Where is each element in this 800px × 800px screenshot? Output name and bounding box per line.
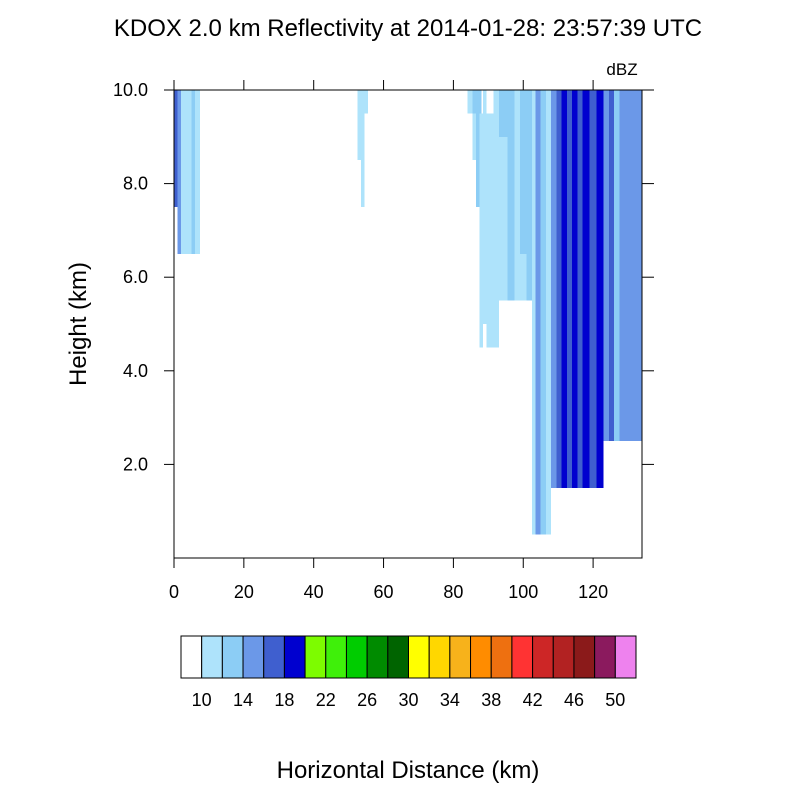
units-label: dBZ: [606, 60, 637, 79]
colorbar-swatch: [180, 635, 203, 679]
colorbar-swatch: [428, 635, 451, 679]
reflectivity-cell: [177, 90, 181, 254]
colorbar-swatch: [387, 635, 409, 679]
x-tick-label: 80: [443, 582, 463, 602]
y-axis-label: Height (km): [65, 262, 92, 386]
y-tick-label: 6.0: [123, 267, 148, 287]
reflectivity-cell: [577, 90, 583, 488]
colorbar: [180, 635, 637, 679]
x-tick-label: 120: [578, 582, 608, 602]
reflectivity-cell: [514, 90, 520, 301]
colorbar-swatch: [614, 635, 637, 679]
y-tick-label: 10.0: [113, 80, 148, 100]
reflectivity-cell: [582, 90, 590, 488]
colorbar-swatch: [408, 635, 430, 679]
x-tick-label: 100: [508, 582, 538, 602]
colorbar-swatch: [594, 635, 616, 679]
y-tick-label: 4.0: [123, 361, 148, 381]
colorbar-swatch: [490, 635, 513, 679]
chart-title: KDOX 2.0 km Reflectivity at 2014-01-28: …: [114, 15, 702, 42]
reflectivity-cell: [486, 113, 494, 348]
reflectivity-cell: [174, 90, 178, 207]
reflectivity-cell: [498, 136, 508, 301]
colorbar-swatch: [532, 635, 554, 679]
x-tick-label: 0: [169, 582, 179, 602]
reflectivity-cell: [360, 90, 365, 207]
colorbar-swatch: [511, 635, 534, 679]
colorbar-labels: 10 14 18 22 26 30 34 38 42 46 50: [192, 690, 626, 710]
colorbar-swatch: [221, 635, 244, 679]
reflectivity-cell: [556, 90, 562, 488]
reflectivity-cell: [472, 113, 477, 161]
y-axis-ticks: 2.0 4.0 6.0 8.0 10.0: [113, 80, 654, 474]
reflectivity-cell: [561, 90, 567, 488]
reflectivity-cell: [519, 90, 527, 254]
reflectivity-cell: [476, 113, 480, 207]
colorbar-swatch: [242, 635, 265, 679]
colorbar-label: 30: [398, 690, 418, 710]
plot-frame: [173, 89, 643, 559]
reflectivity-cell: [608, 90, 615, 441]
colorbar-swatch: [573, 635, 596, 679]
x-axis-label: Horizontal Distance (km): [277, 757, 540, 784]
reflectivity-cell: [551, 90, 557, 488]
reflectivity-cell: [566, 90, 573, 488]
colorbar-label: 42: [523, 690, 543, 710]
reflectivity-cell: [507, 90, 515, 301]
colorbar-swatch: [325, 635, 347, 679]
colorbar-swatch: [304, 635, 327, 679]
reflectivity-cell: [589, 90, 597, 488]
reflectivity-cell: [540, 90, 546, 535]
reflectivity-cell: [531, 90, 536, 535]
reflectivity-cell: [596, 90, 604, 488]
reflectivity-cell: [467, 90, 473, 114]
reflectivity-cells: [174, 90, 642, 535]
colorbar-label: 18: [274, 690, 294, 710]
reflectivity-cell: [483, 90, 487, 324]
x-tick-label: 60: [374, 582, 394, 602]
x-tick-label: 20: [234, 582, 254, 602]
colorbar-label: 14: [233, 690, 253, 710]
y-tick-label: 8.0: [123, 174, 148, 194]
colorbar-label: 50: [605, 690, 625, 710]
reflectivity-cell: [519, 253, 527, 301]
reflectivity-cell: [472, 90, 482, 114]
colorbar-label: 26: [357, 690, 377, 710]
reflectivity-cell: [479, 113, 484, 348]
colorbar-swatch: [345, 635, 368, 679]
colorbar-swatch: [470, 635, 492, 679]
colorbar-label: 38: [481, 690, 501, 710]
reflectivity-cell: [191, 90, 195, 254]
reflectivity-cell: [364, 90, 368, 114]
reflectivity-cell: [619, 90, 642, 441]
reflectivity-cell: [357, 90, 361, 161]
colorbar-swatch: [263, 635, 285, 679]
reflectivity-cell: [493, 90, 499, 348]
reflectivity-cell: [498, 90, 508, 137]
y-tick-label: 2.0: [123, 454, 148, 474]
colorbar-swatch: [366, 635, 389, 679]
colorbar-label: 46: [564, 690, 584, 710]
colorbar-label: 34: [440, 690, 460, 710]
reflectivity-cell: [614, 90, 620, 441]
colorbar-swatch: [552, 635, 575, 679]
colorbar-swatch: [283, 635, 306, 679]
colorbar-swatch: [449, 635, 472, 679]
colorbar-swatch: [201, 635, 223, 679]
x-tick-label: 40: [304, 582, 324, 602]
colorbar-label: 22: [316, 690, 336, 710]
x-axis-ticks: 0 20 40 60 80 100 120: [169, 80, 608, 602]
reflectivity-cell: [603, 90, 609, 441]
reflectivity-cell: [572, 90, 578, 488]
reflectivity-cell: [535, 90, 541, 535]
reflectivity-cell: [526, 90, 532, 301]
reflectivity-cell: [180, 90, 192, 254]
colorbar-label: 10: [192, 690, 212, 710]
reflectivity-cell: [194, 90, 201, 254]
reflectivity-cell: [545, 90, 552, 535]
